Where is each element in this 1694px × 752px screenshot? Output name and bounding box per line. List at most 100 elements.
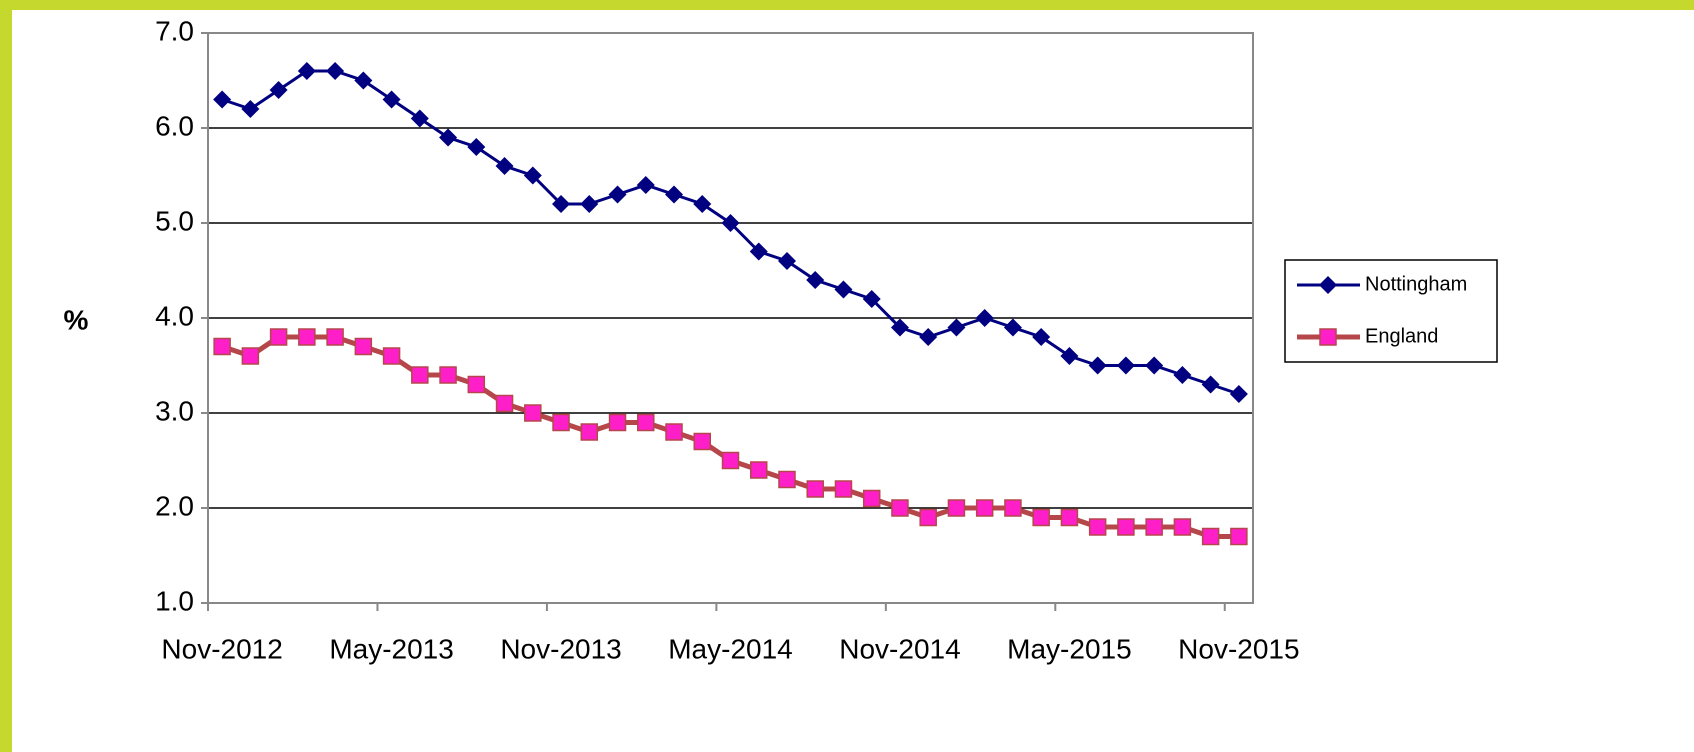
y-tick-label: 7.0 (155, 15, 194, 46)
data-point (297, 62, 316, 80)
x-tick-label: Nov-2014 (839, 633, 960, 664)
data-point (495, 157, 514, 175)
y-axis-label: % (64, 304, 89, 335)
y-tick-label: 2.0 (155, 490, 194, 521)
data-point (1004, 499, 1022, 517)
data-point (975, 499, 994, 517)
data-point (1088, 518, 1107, 536)
data-point (1230, 527, 1248, 546)
series (213, 62, 1248, 403)
data-point (608, 185, 627, 204)
data-point (410, 109, 429, 128)
data-point (806, 480, 824, 498)
data-point (947, 318, 966, 337)
data-point (862, 290, 881, 308)
x-tick-label: Nov-2013 (500, 633, 621, 664)
data-point (947, 499, 966, 517)
data-point (777, 252, 796, 270)
data-point (241, 347, 260, 365)
data-point (552, 195, 571, 213)
frame-top (0, 0, 1694, 10)
data-point (693, 432, 712, 451)
data-point (1173, 366, 1192, 384)
data-point (439, 366, 457, 384)
data-point (1060, 347, 1079, 365)
data-point (975, 309, 994, 327)
data-point (1145, 356, 1164, 375)
data-point (439, 128, 458, 147)
data-point (580, 195, 599, 213)
data-point (834, 280, 853, 299)
data-point (1201, 527, 1220, 546)
data-point (1201, 375, 1220, 394)
data-point (1060, 508, 1079, 527)
plot-area (207, 32, 1254, 604)
y-tick-label: 4.0 (155, 300, 194, 331)
data-point (834, 480, 853, 498)
data-point (1117, 518, 1135, 536)
data-point (1003, 318, 1022, 337)
data-point (1229, 385, 1248, 403)
legend-label: England (1365, 325, 1438, 347)
legend-marker (1319, 328, 1337, 346)
data-point (269, 328, 288, 346)
x-tick-label: Nov-2012 (161, 633, 282, 664)
data-point (241, 100, 260, 118)
x-tick-label: May-2014 (668, 633, 793, 664)
data-point (665, 185, 684, 204)
data-point (721, 451, 740, 470)
data-point (749, 461, 768, 479)
legend-label: Nottingham (1365, 273, 1467, 295)
y-tick-label: 1.0 (155, 585, 194, 616)
data-point (891, 499, 909, 517)
data-point (411, 366, 429, 384)
data-point (636, 176, 655, 194)
data-point (1088, 356, 1107, 375)
data-point (890, 318, 909, 337)
data-point (665, 423, 683, 441)
series-line (221, 334, 1239, 539)
data-point (1032, 328, 1051, 346)
data-point (1145, 518, 1163, 536)
y-tick-label: 3.0 (155, 395, 194, 426)
series-line (221, 69, 1240, 396)
data-point (213, 337, 231, 356)
data-point (213, 90, 232, 109)
data-point (523, 166, 542, 185)
legend-marker (1319, 276, 1337, 294)
data-point (721, 214, 740, 232)
data-point (919, 328, 938, 346)
data-point (749, 242, 768, 261)
data-point (552, 413, 570, 432)
data-point (354, 71, 373, 90)
frame-left (0, 0, 12, 752)
data-point (862, 489, 881, 508)
data-point (467, 375, 486, 394)
data-point (693, 195, 712, 213)
data-point (778, 470, 796, 489)
data-point (919, 508, 937, 527)
data-point (580, 423, 599, 441)
series (213, 328, 1248, 546)
x-tick-label: May-2013 (329, 633, 454, 664)
data-point (326, 328, 344, 346)
x-tick-label: May-2015 (1007, 633, 1132, 664)
data-point (467, 138, 486, 156)
data-point (637, 413, 655, 432)
data-point (524, 404, 542, 422)
data-point (382, 347, 401, 365)
data-point (298, 328, 316, 346)
data-point (354, 337, 373, 356)
data-point (806, 271, 825, 289)
x-tick-label: Nov-2015 (1178, 633, 1299, 664)
data-point (495, 394, 514, 413)
y-tick-label: 6.0 (155, 110, 194, 141)
data-point (1173, 518, 1192, 536)
data-point (1116, 356, 1135, 375)
data-point (326, 62, 345, 80)
data-point (1032, 508, 1050, 527)
legend: Nottingham England (1284, 259, 1498, 363)
y-tick-label: 5.0 (155, 205, 194, 236)
data-point (382, 90, 401, 109)
